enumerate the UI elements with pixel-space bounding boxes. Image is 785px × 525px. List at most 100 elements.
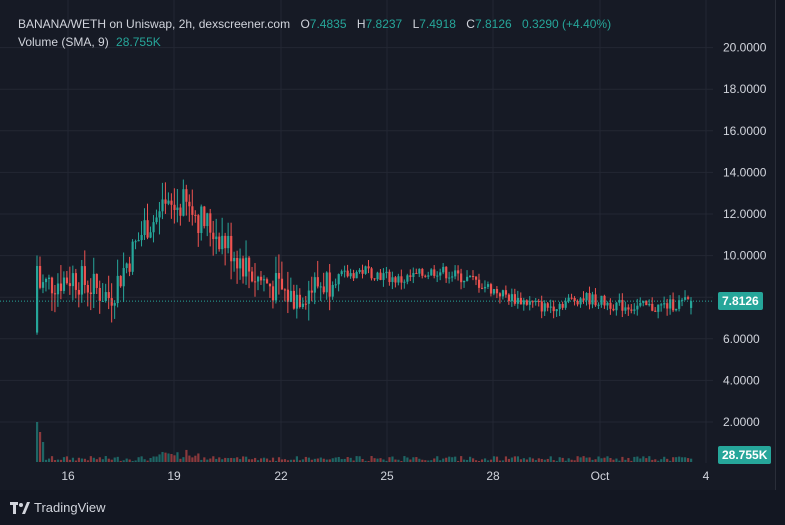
candle-up [143, 220, 146, 235]
chart-pane[interactable]: 20.0000 18.0000 16.0000 14.0000 12.0000 10.00… [0, 0, 776, 490]
candle-up [522, 300, 525, 305]
candle-up [549, 306, 552, 308]
candle-up [36, 266, 39, 333]
candle-down [65, 277, 69, 284]
volume-bar [382, 459, 385, 462]
volume-bar [182, 457, 185, 462]
volume-bar [367, 460, 370, 462]
volume-bar [546, 458, 549, 462]
volume-bar [313, 458, 316, 462]
volume-bar [340, 459, 343, 462]
candle-up [122, 268, 125, 287]
volume-bar [310, 459, 313, 462]
close-label: C [466, 17, 475, 31]
candle-down [53, 293, 57, 295]
candle-up [155, 217, 158, 223]
low-value: 7.4918 [419, 17, 456, 31]
candle-down [477, 279, 481, 288]
candle-down [460, 273, 463, 283]
tradingview-logo[interactable]: TradingView [10, 500, 106, 515]
volume-bar [110, 459, 113, 462]
candle-down [457, 270, 460, 274]
volume-bar [185, 449, 188, 462]
candle-down [394, 277, 397, 283]
candle-down [298, 294, 301, 307]
volume-bar [463, 459, 466, 462]
volume-bar [385, 460, 388, 462]
candlestick-chart[interactable]: 20.0000 18.0000 16.0000 14.0000 12.0000 10.00… [0, 0, 775, 490]
volume-bar [666, 458, 669, 462]
volume-bar [221, 459, 224, 462]
volume-bar [131, 460, 134, 462]
candle-down [433, 269, 436, 276]
candle-up [71, 273, 75, 287]
candle-down [531, 301, 534, 303]
candle-up [47, 277, 51, 279]
candle-up [325, 272, 328, 293]
volume-bar [397, 459, 400, 462]
candle-down [50, 277, 54, 294]
candle-down [271, 286, 275, 301]
volume-bar [358, 456, 361, 462]
candle-down [513, 294, 517, 304]
y-tick-label: 16.0000 [723, 124, 767, 138]
volume-bar [143, 459, 146, 462]
candle-down [212, 232, 215, 240]
volume-bar [295, 456, 298, 462]
candle-up [510, 294, 514, 302]
volume-bar [215, 458, 218, 462]
candle-up [543, 303, 546, 312]
volume-bar [137, 457, 140, 462]
volume-bar [415, 457, 418, 462]
symbol-title[interactable]: BANANA/WETH on Uniswap, 2h, dexscreener.… [18, 17, 291, 31]
candle-down [292, 290, 296, 309]
candle-down [242, 258, 245, 277]
volume-bar [495, 456, 499, 462]
volume-bar [657, 460, 660, 462]
volume-bar [316, 458, 319, 462]
volume-bar [615, 458, 618, 462]
volume-bar [203, 457, 206, 462]
candle-up [382, 273, 385, 280]
candle-up [483, 286, 487, 289]
candle-down [525, 300, 528, 305]
volume-bar [206, 459, 209, 462]
volume-bar [603, 457, 606, 462]
volume-bar [53, 460, 57, 462]
volume-bar [678, 456, 681, 462]
volume-label[interactable]: Volume (SMA, 9) [18, 35, 109, 49]
candle-up [161, 199, 164, 212]
x-tick-label: 16 [61, 469, 75, 483]
candle-down [672, 299, 675, 311]
volume-bar [98, 457, 101, 462]
candle-up [116, 275, 119, 304]
volume-bar [113, 457, 116, 462]
candle-down [627, 307, 630, 310]
candle-up [600, 295, 603, 305]
volume-bar [594, 459, 597, 462]
candle-down [498, 293, 502, 297]
volume-bar [492, 456, 496, 462]
candle-up [167, 200, 170, 204]
x-tick-label: Oct [591, 469, 610, 483]
candle-up [104, 292, 107, 301]
candle-up [44, 278, 48, 283]
candle-up [564, 301, 567, 308]
volume-bar [292, 459, 296, 462]
volume-bar [636, 456, 639, 462]
volume-bar [191, 457, 194, 462]
candle-up [301, 303, 304, 307]
candle-up [412, 272, 415, 277]
volume-bar [89, 456, 92, 462]
volume-bar [56, 459, 60, 462]
candle-down [445, 266, 448, 279]
candle-up [567, 297, 570, 302]
volume-bar [38, 432, 42, 462]
candle-up [125, 263, 128, 269]
volume-bar [289, 459, 293, 462]
candle-up [113, 303, 116, 306]
candle-up [442, 266, 445, 273]
candle-up [492, 288, 496, 294]
tradingview-brand: TradingView [34, 500, 106, 515]
